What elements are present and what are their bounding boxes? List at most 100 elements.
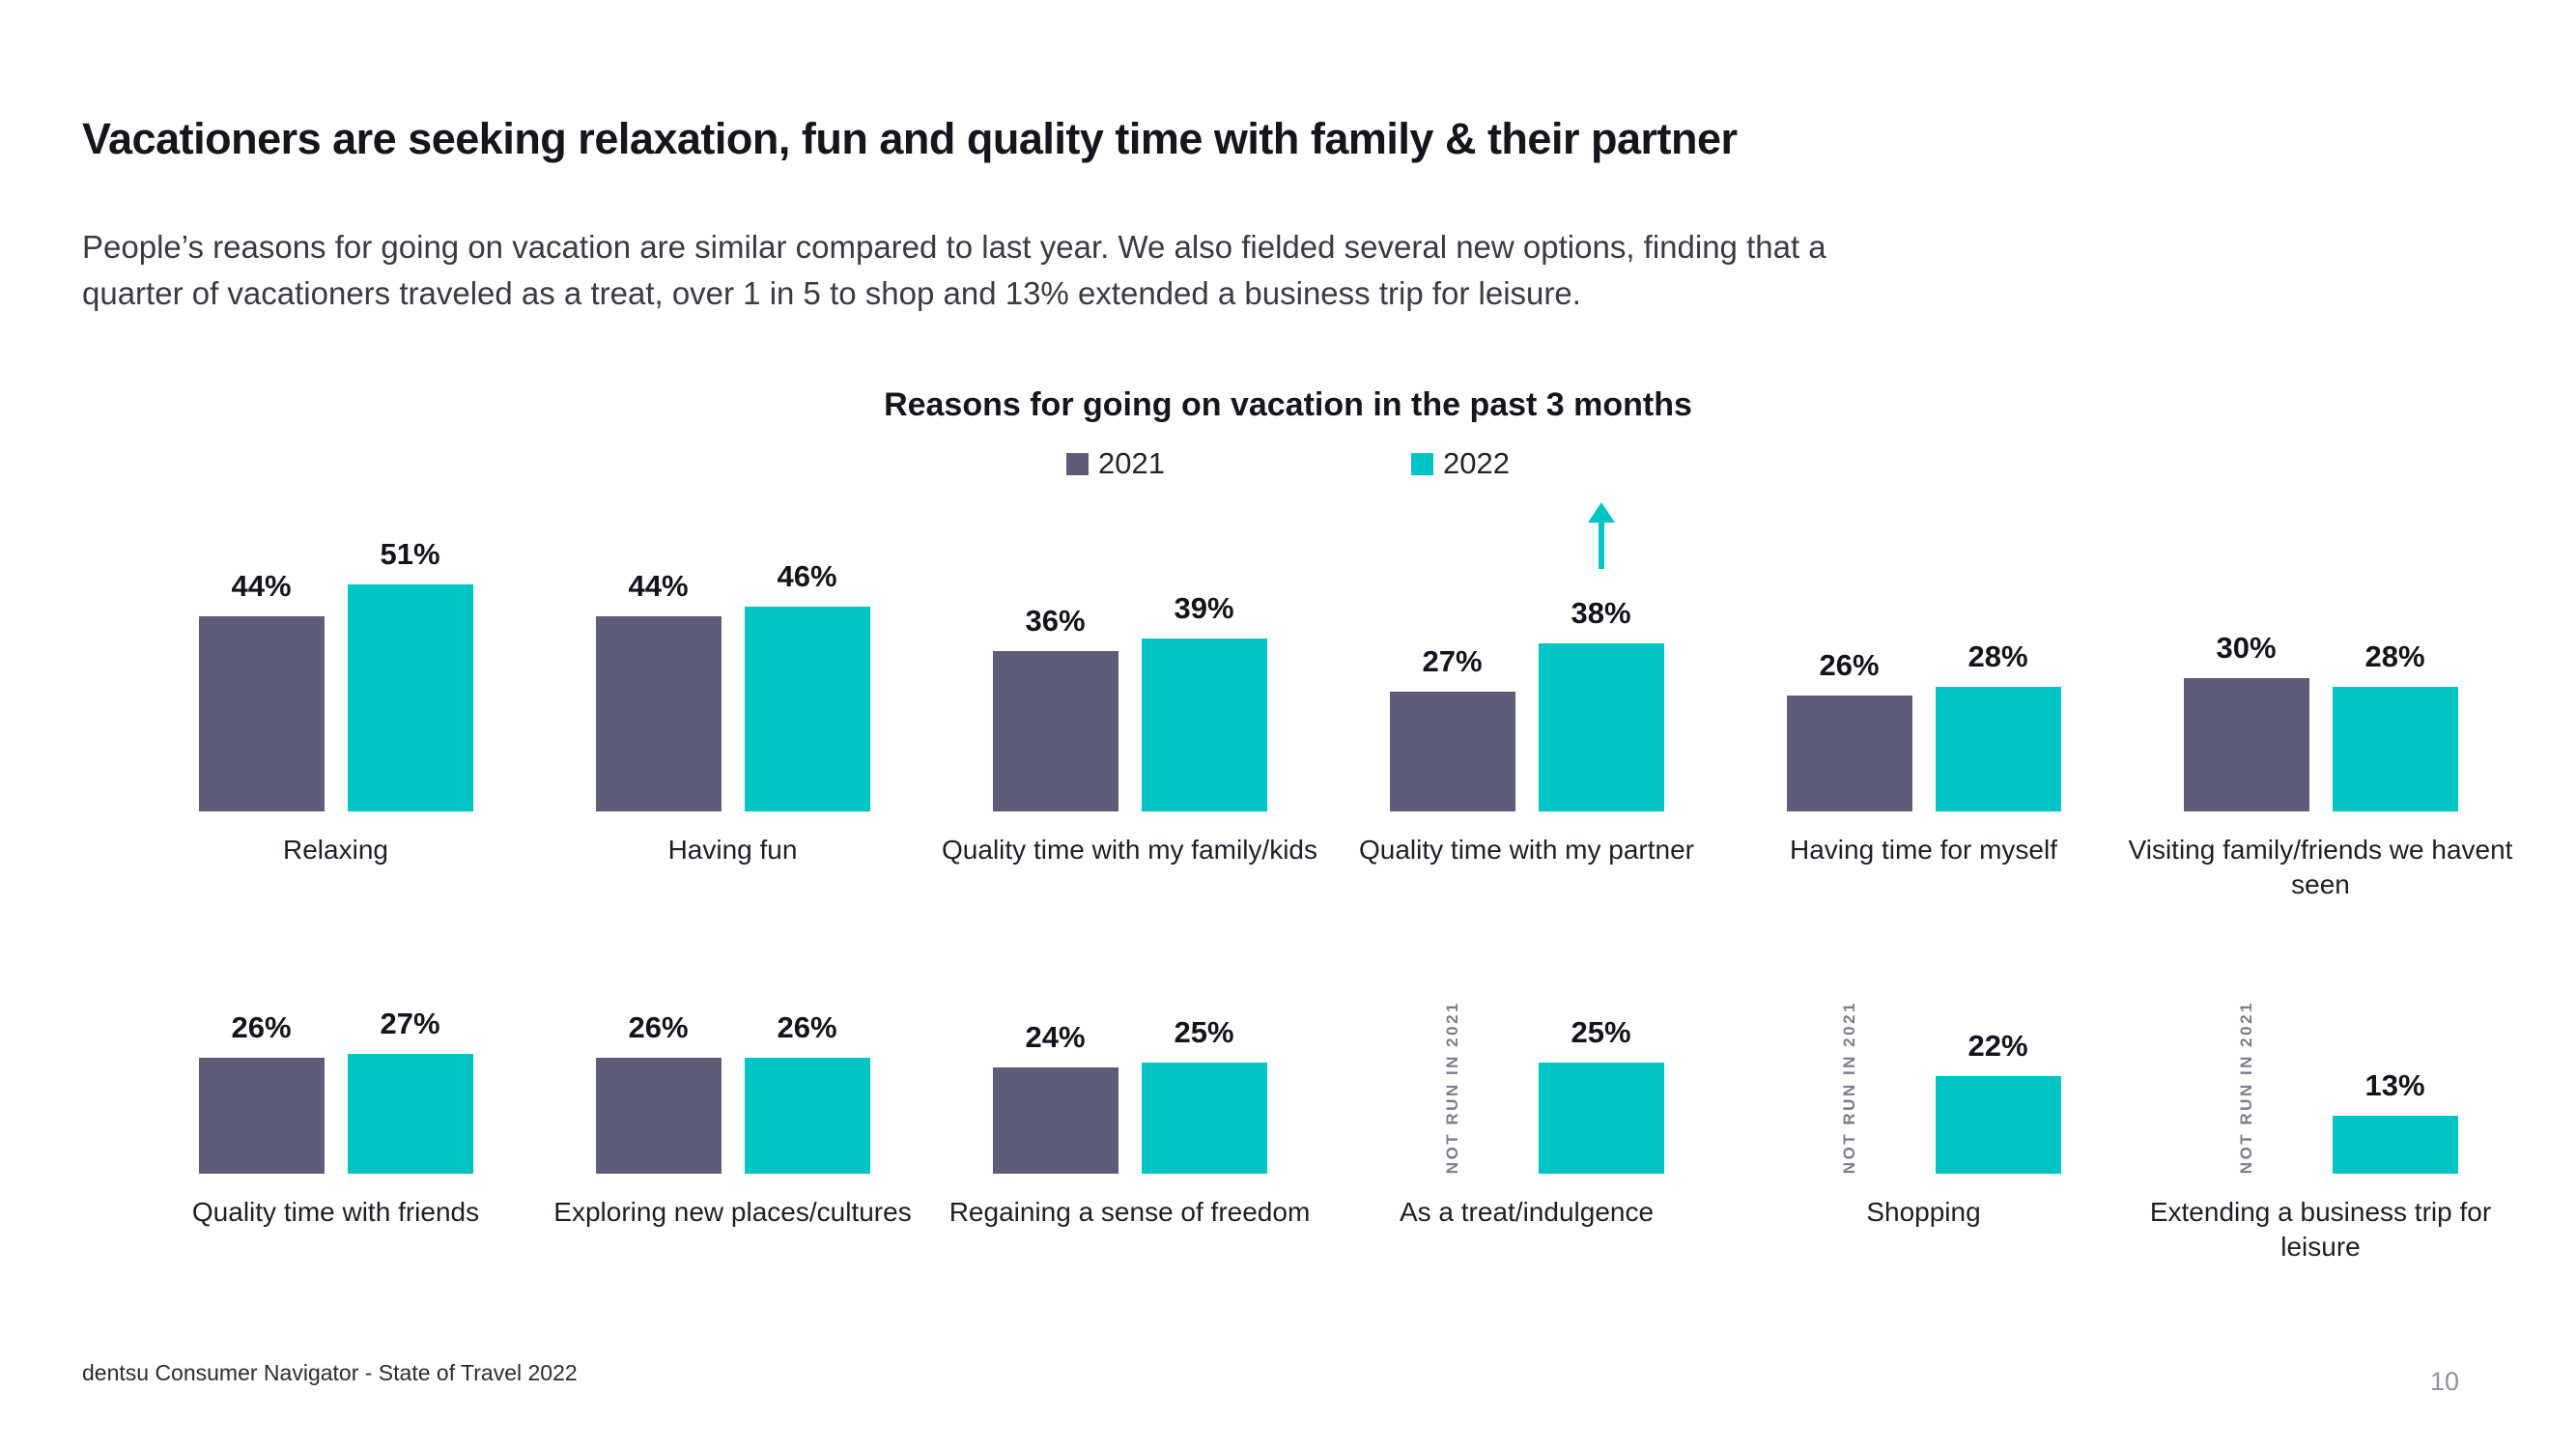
value-label: 22%	[1967, 1029, 2028, 1063]
category-label: Quality time with my partner	[1359, 835, 1694, 865]
value-label: 26%	[231, 1010, 292, 1044]
bar-group: 26% 28% Having time for myself	[1725, 502, 2122, 904]
bar-cell-2022: 39%	[1141, 502, 1267, 811]
value-label: 38%	[1571, 596, 1631, 630]
bar-group: 26% 27% Quality time with friends	[137, 942, 534, 1266]
increase-arrow-icon	[1587, 502, 1615, 569]
bars-zone: 27% 38%	[1389, 502, 1664, 811]
value-label: 13%	[2364, 1068, 2425, 1102]
footer-source: dentsu Consumer Navigator - State of Tra…	[82, 1360, 578, 1385]
legend-swatch-2021-icon	[1066, 452, 1090, 475]
bar-group: 27% 38% Quality time with my partner	[1328, 502, 1725, 904]
bar-2021	[1389, 692, 1515, 811]
bars-zone: 26% 27%	[198, 942, 473, 1174]
bar-cell-2021: NOT RUN IN 2021	[1787, 942, 1912, 1174]
value-label: 26%	[777, 1010, 837, 1044]
bar-group: 44% 46% Having fun	[534, 502, 931, 904]
bar-cell-2022: 25%	[1538, 942, 1664, 1174]
page-number: 10	[2430, 1367, 2460, 1396]
bar-cell-2022: 51%	[347, 502, 473, 811]
category-label: Extending a business trip for leisure	[2149, 1197, 2492, 1263]
value-label: 46%	[777, 559, 837, 593]
category-label: Quality time with my family/kids	[942, 835, 1317, 865]
value-label: 30%	[2216, 631, 2277, 665]
not-run-label: NOT RUN IN 2021	[1839, 1000, 1858, 1174]
bar-cell-2021: 44%	[198, 502, 325, 811]
value-label: 26%	[628, 1010, 689, 1044]
value-label: 28%	[1967, 639, 2028, 673]
bar-cell-2021: 26%	[1786, 502, 1912, 811]
bars-zone: NOT RUN IN 2021 13%	[2184, 942, 2458, 1174]
bar-2021	[595, 616, 722, 811]
category-label: Regaining a sense of freedom	[948, 1197, 1311, 1227]
bar-2022	[744, 1058, 870, 1174]
legend-item-2021: 2021	[1066, 446, 1165, 481]
value-label: 39%	[1174, 591, 1234, 625]
value-label: 44%	[628, 569, 689, 603]
bar-cell-2022: 28%	[2332, 502, 2458, 811]
bar-cell-2022: 27%	[347, 942, 473, 1174]
category-label: Relaxing	[283, 835, 388, 865]
slide-title: Vacationers are seeking relaxation, fun …	[82, 114, 1738, 163]
arrow-head	[1587, 502, 1615, 523]
slide-subtitle: People’s reasons for going on vacation a…	[82, 224, 2458, 317]
bar-cell-2021: 44%	[595, 502, 722, 811]
bars-zone: 26% 26%	[595, 942, 870, 1174]
legend-label-2021: 2021	[1098, 446, 1165, 480]
bar-2022	[1538, 643, 1664, 811]
bar-group: 24% 25% Regaining a sense of freedom	[931, 942, 1328, 1266]
subtitle-line-1: People’s reasons for going on vacation a…	[82, 229, 1826, 265]
bar-2022	[347, 584, 473, 811]
bars-zone: 30% 28%	[2183, 502, 2458, 811]
not-run-label: NOT RUN IN 2021	[1442, 1000, 1461, 1174]
bar-cell-2021: NOT RUN IN 2021	[2184, 942, 2309, 1174]
value-label: 27%	[1422, 644, 1483, 678]
bar-cell-2022: 26%	[744, 942, 870, 1174]
bar-group: 30% 28% Visiting family/friends we havent …	[2122, 502, 2519, 904]
value-label: 28%	[2364, 639, 2425, 673]
bar-2022	[1935, 687, 2061, 811]
legend-item-2022: 2022	[1411, 446, 1510, 481]
value-label: 51%	[380, 537, 440, 571]
value-label: 44%	[231, 569, 292, 603]
bar-cell-2021: 27%	[1389, 502, 1515, 811]
bar-cell-2021: NOT RUN IN 2021	[1390, 942, 1515, 1174]
bars-zone: 26% 28%	[1786, 502, 2061, 811]
bar-cell-2022: 13%	[2332, 942, 2458, 1174]
bar-cell-2021: 24%	[992, 942, 1118, 1174]
bars-zone: 36% 39%	[992, 502, 1267, 811]
bars-zone: NOT RUN IN 2021 22%	[1787, 942, 2061, 1174]
legend-label-2022: 2022	[1443, 446, 1510, 480]
chart-row-top: 44% 51% Relaxing 44% 46% Having fun 36% 39% Qual…	[137, 502, 2519, 904]
bar-group: NOT RUN IN 2021 13% Extending a business t…	[2122, 942, 2519, 1266]
chart-legend: 2021 2022	[0, 446, 2576, 481]
bar-group: NOT RUN IN 2021 22% Shopping	[1725, 942, 2122, 1266]
bar-2021	[992, 1067, 1118, 1174]
bar-2022	[744, 607, 870, 811]
arrow-stem	[1598, 523, 1604, 569]
bar-cell-2022: 38%	[1538, 502, 1664, 811]
subtitle-line-2: quarter of vacationers traveled as a tre…	[82, 274, 1581, 311]
category-label: Having time for myself	[1790, 835, 2057, 865]
value-label: 25%	[1571, 1015, 1631, 1049]
chart-row-bottom: 26% 27% Quality time with friends 26% 26% Exp…	[137, 942, 2519, 1266]
bar-cell-2022: 28%	[1935, 502, 2061, 811]
category-label: Exploring new places/cultures	[553, 1197, 912, 1227]
category-label: Visiting family/friends we havent seen	[2128, 835, 2513, 900]
bar-2022	[347, 1054, 473, 1174]
bar-group: NOT RUN IN 2021 25% As a treat/indulgence	[1328, 942, 1725, 1266]
category-label: Having fun	[667, 835, 798, 865]
bar-cell-2021: 30%	[2183, 502, 2309, 811]
bar-cell-2022: 25%	[1141, 942, 1267, 1174]
category-label: Shopping	[1866, 1197, 1981, 1227]
value-label: 36%	[1025, 604, 1086, 638]
bar-cell-2022: 46%	[744, 502, 870, 811]
bar-cell-2021: 26%	[595, 942, 722, 1174]
legend-swatch-2022-icon	[1411, 452, 1433, 475]
bar-cell-2021: 36%	[992, 502, 1118, 811]
bar-2021	[1786, 696, 1912, 811]
bar-cell-2022: 22%	[1935, 942, 2061, 1174]
bar-2021	[198, 616, 325, 811]
bar-2021	[2183, 678, 2309, 811]
